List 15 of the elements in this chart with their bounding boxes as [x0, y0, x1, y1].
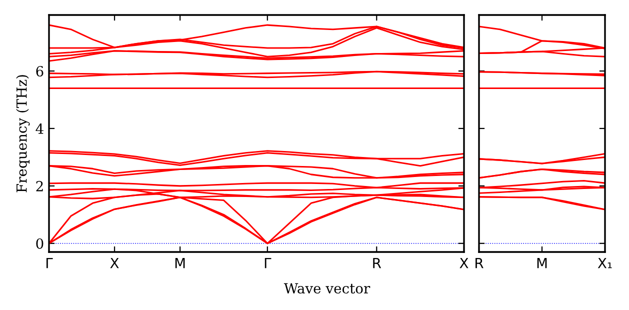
- y-tick-label: 2: [36, 180, 43, 192]
- x-tick-label: R: [476, 258, 484, 268]
- x-tick-label: Γ: [46, 258, 53, 268]
- y-tick-label: 0: [36, 238, 44, 249]
- y-axis-title: Frequency (THz): [16, 75, 30, 192]
- x-axis-title: Wave vector: [284, 283, 370, 294]
- y-tick-label: 6: [36, 66, 44, 76]
- x-tick-label: Γ: [264, 258, 272, 268]
- x-tick-label: M: [175, 258, 185, 268]
- x-tick-label: X₁: [598, 258, 612, 268]
- x-tick-label: X: [110, 258, 119, 268]
- x-tick-label: M: [537, 258, 547, 268]
- x-tick-label: R: [373, 258, 382, 268]
- x-tick-label: X: [460, 258, 468, 268]
- y-tick-label: 4: [36, 123, 44, 134]
